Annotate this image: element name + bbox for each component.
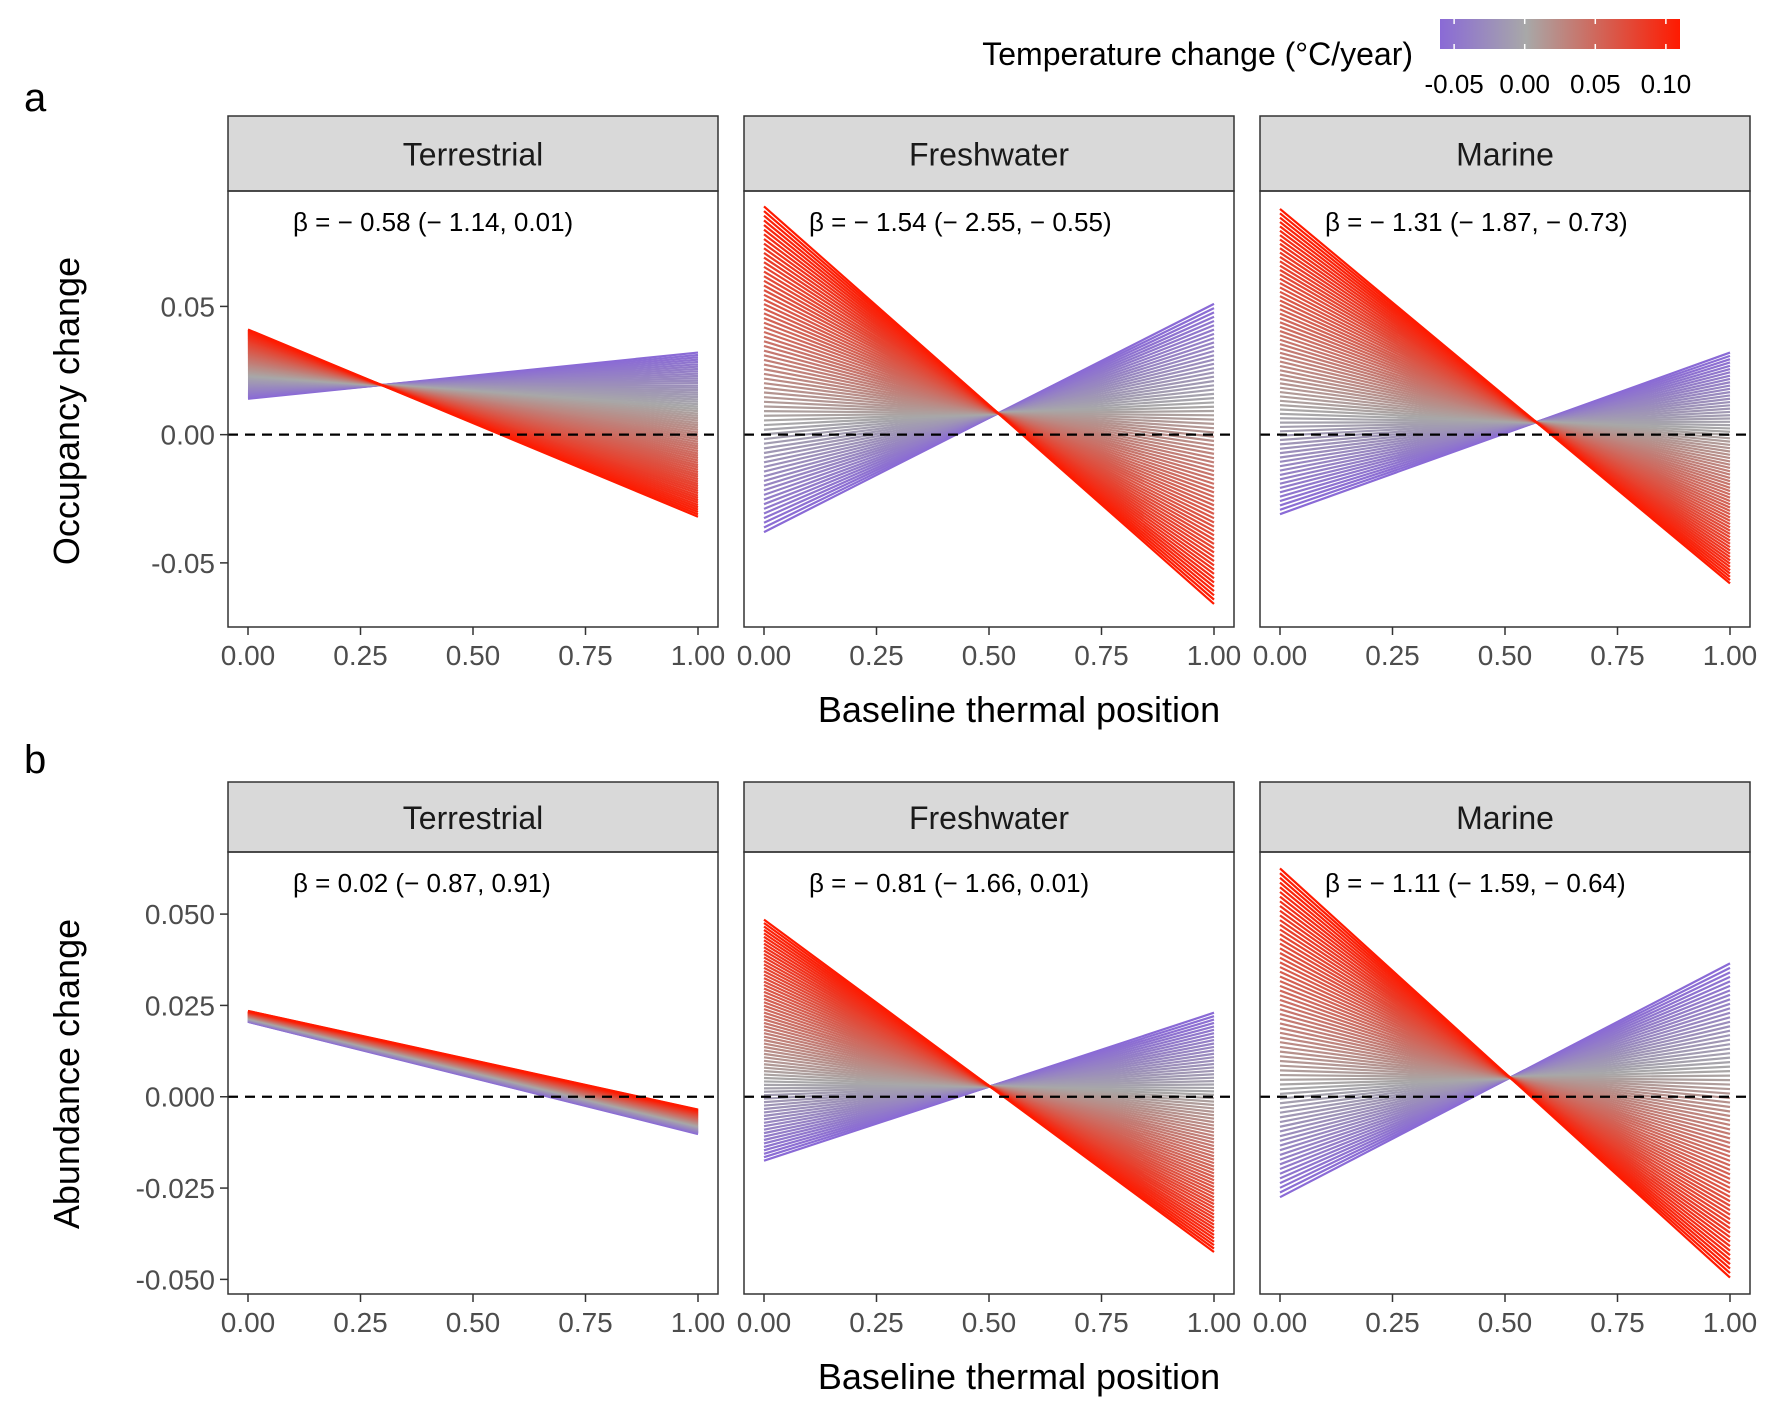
x-axis-label-abundance: Baseline thermal position <box>818 1356 1220 1397</box>
temperature-lines <box>1279 208 1731 585</box>
facet-strip <box>1259 781 1751 853</box>
x-tick-label: 1.00 <box>671 640 726 671</box>
x-tick-label: 0.50 <box>1478 1307 1533 1338</box>
x-tick-label: 0.75 <box>1074 1307 1129 1338</box>
facet-strip-label: Terrestrial <box>403 800 543 836</box>
series-line <box>1279 208 1731 585</box>
x-tick-label: 0.50 <box>962 640 1017 671</box>
x-tick-label: 1.00 <box>1187 640 1242 671</box>
x-tick-label: 0.25 <box>849 1307 904 1338</box>
series-line <box>763 205 1215 605</box>
x-tick-label: 0.25 <box>1365 1307 1420 1338</box>
x-tick-label: 0.00 <box>221 1307 276 1338</box>
temperature-lines <box>763 918 1215 1253</box>
series-line <box>1279 867 1731 1279</box>
y-tick-label: -0.05 <box>151 548 215 579</box>
legend-ticks: -0.05 0.00 0.05 0.10 <box>1424 19 1691 99</box>
x-tick-label: 1.00 <box>1703 1307 1758 1338</box>
x-tick-label: 0.00 <box>1253 1307 1308 1338</box>
x-tick-label: 0.00 <box>1253 640 1308 671</box>
beta-annotation: β = 0.02 (− 0.87, 0.91) <box>293 868 551 898</box>
series-line <box>247 1009 699 1111</box>
facet-freshwater: Freshwater β = − 0.81 (− 1.66, 0.01) 0.00 0… <box>737 781 1242 1338</box>
x-tick-label: 0.50 <box>446 1307 501 1338</box>
x-tick-label: 1.00 <box>1187 1307 1242 1338</box>
legend-title: Temperature change (°C/year) <box>982 36 1413 72</box>
x-tick-label: 0.25 <box>849 640 904 671</box>
temperature-lines <box>247 328 699 518</box>
x-tick-label: 0.25 <box>333 1307 388 1338</box>
x-tick-label: 1.00 <box>1703 640 1758 671</box>
facet-strip-label: Terrestrial <box>403 137 543 173</box>
facet-strip-label: Freshwater <box>909 137 1069 173</box>
facet-strip-label: Marine <box>1456 137 1554 173</box>
x-tick-label: 0.25 <box>1365 640 1420 671</box>
y-tick-label: 0.050 <box>145 899 215 930</box>
x-tick-label: 0.75 <box>558 1307 613 1338</box>
x-tick-label: 0.75 <box>1590 1307 1645 1338</box>
facet-marine: Marine β = − 1.11 (− 1.59, − 0.64) 0.00 0.2… <box>1253 781 1758 1338</box>
x-tick-label: 0.00 <box>221 640 276 671</box>
facet-terrestrial: Terrestrial β = − 0.58 (− 1.14, 0.01) 0.00… <box>221 115 726 671</box>
x-tick-label: 0.50 <box>962 1307 1017 1338</box>
abundance-panel-row: Terrestrial β = 0.02 (− 0.87, 0.91) 0.00 0.… <box>46 781 1758 1397</box>
beta-annotation: β = − 1.11 (− 1.59, − 0.64) <box>1325 868 1626 898</box>
x-tick-label: 0.00 <box>737 1307 792 1338</box>
y-tick-label: -0.025 <box>136 1173 215 1204</box>
temperature-lines <box>247 1009 699 1136</box>
x-tick-label: 0.50 <box>1478 640 1533 671</box>
temperature-lines <box>763 205 1215 605</box>
x-tick-label: 0.50 <box>446 640 501 671</box>
occupancy-panel-row: Terrestrial β = − 0.58 (− 1.14, 0.01) 0.00… <box>46 115 1758 730</box>
facet-strip-label: Marine <box>1456 800 1554 836</box>
facet-terrestrial: Terrestrial β = 0.02 (− 0.87, 0.91) 0.00 0.… <box>221 781 726 1338</box>
legend-tick-label: 0.10 <box>1641 69 1692 99</box>
y-tick-label: 0.05 <box>161 291 216 322</box>
series-line <box>247 328 699 518</box>
panel-label-a: a <box>24 76 47 120</box>
facet-strip <box>1259 115 1751 192</box>
y-tick-label: 0.00 <box>161 420 216 451</box>
x-tick-label: 1.00 <box>671 1307 726 1338</box>
beta-annotation: β = − 0.58 (− 1.14, 0.01) <box>293 207 573 237</box>
legend-tick-label: 0.05 <box>1570 69 1621 99</box>
facet-strip <box>227 781 719 853</box>
y-axis-ticks: 0.05 0.00 -0.05 <box>151 291 228 579</box>
x-tick-label: 0.75 <box>1074 640 1129 671</box>
beta-annotation: β = − 1.31 (− 1.87, − 0.73) <box>1325 207 1628 237</box>
legend-tick-label: -0.05 <box>1424 69 1483 99</box>
panel-label-b: b <box>24 738 46 782</box>
x-axis-label-occupancy: Baseline thermal position <box>818 689 1220 730</box>
x-tick-label: 0.75 <box>558 640 613 671</box>
y-tick-label: 0.025 <box>145 990 215 1021</box>
legend-colorbar <box>1440 19 1680 49</box>
facet-marine: Marine β = − 1.31 (− 1.87, − 0.73) 0.00 0.2… <box>1253 115 1758 671</box>
y-tick-label: -0.050 <box>136 1264 215 1295</box>
temperature-lines <box>1279 867 1731 1279</box>
x-tick-label: 0.75 <box>1590 640 1645 671</box>
x-tick-label: 0.00 <box>737 640 792 671</box>
y-axis-label-occupancy: Occupancy change <box>46 257 87 565</box>
y-tick-label: 0.000 <box>145 1082 215 1113</box>
facet-strip <box>743 781 1235 853</box>
beta-annotation: β = − 0.81 (− 1.66, 0.01) <box>809 868 1089 898</box>
facet-strip <box>743 115 1235 192</box>
facet-freshwater: Freshwater β = − 1.54 (− 2.55, − 0.55) 0.0… <box>737 115 1242 671</box>
x-tick-label: 0.25 <box>333 640 388 671</box>
facet-strip <box>227 115 719 192</box>
facet-strip-label: Freshwater <box>909 800 1069 836</box>
color-legend: Temperature change (°C/year) -0.05 0.00 0.… <box>982 19 1691 99</box>
beta-annotation: β = − 1.54 (− 2.55, − 0.55) <box>809 207 1112 237</box>
y-axis-label-abundance: Abundance change <box>46 919 87 1229</box>
legend-tick-label: 0.00 <box>1499 69 1550 99</box>
y-axis-ticks: 0.050 0.025 0.000 -0.025 -0.050 <box>136 899 228 1295</box>
series-line <box>763 918 1215 1253</box>
